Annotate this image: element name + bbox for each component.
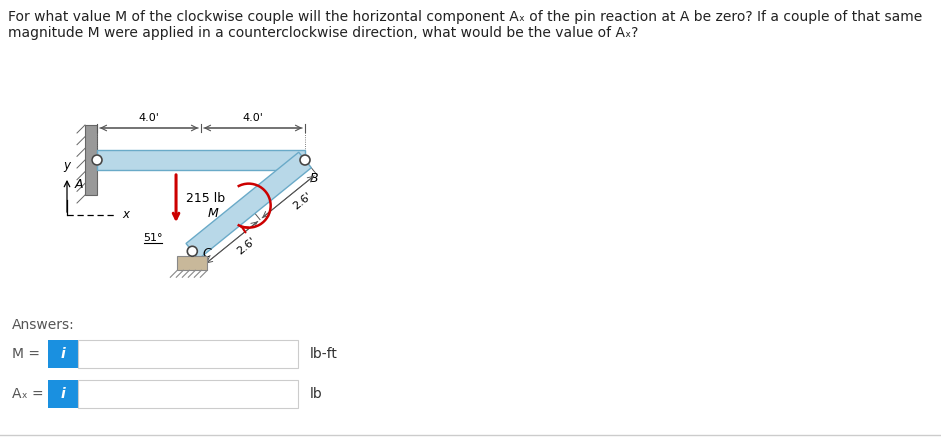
Text: Aₓ =: Aₓ =: [12, 387, 43, 401]
Text: i: i: [60, 347, 65, 361]
Text: y: y: [63, 159, 71, 172]
Bar: [85, 125, 97, 195]
Bar: [78, 340, 298, 368]
Text: Answers:: Answers:: [12, 318, 74, 332]
Text: 215 lb: 215 lb: [186, 192, 225, 205]
Text: x: x: [122, 209, 129, 222]
Text: 4.0': 4.0': [138, 113, 159, 123]
Bar: [97, 150, 305, 170]
Circle shape: [187, 246, 198, 256]
Text: A: A: [74, 178, 83, 191]
Bar: [78, 380, 298, 408]
Circle shape: [300, 155, 310, 165]
Text: B: B: [310, 172, 319, 185]
Text: M: M: [208, 207, 218, 220]
Text: lb: lb: [310, 387, 323, 401]
Text: i: i: [60, 387, 65, 401]
Text: 2.6': 2.6': [235, 236, 258, 257]
Bar: [48, 380, 78, 408]
Text: C: C: [202, 247, 211, 260]
Bar: [177, 256, 207, 270]
Text: 2.6': 2.6': [292, 190, 313, 211]
Circle shape: [92, 155, 102, 165]
Text: For what value M of the clockwise couple will the horizontal component Aₓ of the: For what value M of the clockwise couple…: [8, 10, 922, 24]
Bar: [48, 340, 78, 368]
Text: M =: M =: [12, 347, 40, 361]
Text: 4.0': 4.0': [243, 113, 263, 123]
Text: 51°: 51°: [143, 233, 162, 243]
Polygon shape: [186, 152, 311, 259]
Text: lb-ft: lb-ft: [310, 347, 338, 361]
Text: magnitude M were applied in a counterclockwise direction, what would be the valu: magnitude M were applied in a counterclo…: [8, 26, 638, 40]
